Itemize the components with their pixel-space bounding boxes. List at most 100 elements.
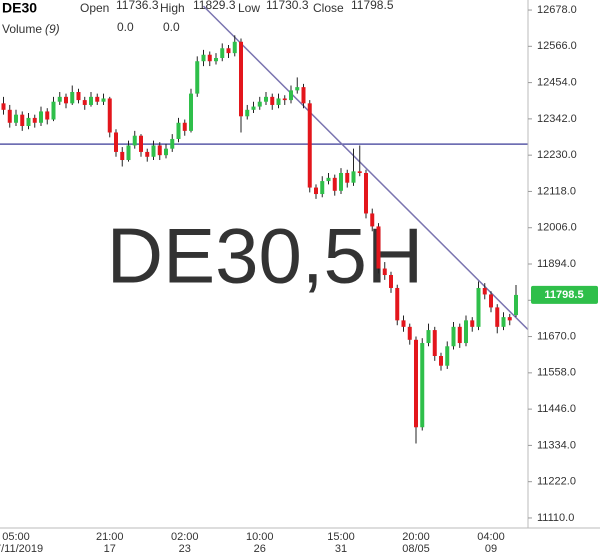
candle-body bbox=[264, 96, 268, 102]
y-tick-label: 12342.0 bbox=[537, 113, 577, 125]
candle-body bbox=[1, 103, 6, 110]
x-tick-label: 02:00 bbox=[171, 531, 199, 543]
y-tick-label: 11110.0 bbox=[537, 512, 574, 524]
candle-body bbox=[70, 91, 75, 104]
candle-body bbox=[195, 61, 200, 94]
candle-body bbox=[114, 132, 118, 152]
candle-body bbox=[139, 135, 143, 152]
x-tick-label: 15:00 bbox=[327, 531, 355, 543]
x-tick-label: 21:00 bbox=[96, 531, 124, 543]
watermark: DE30,5H bbox=[107, 212, 424, 300]
candle-body bbox=[20, 114, 25, 127]
candle-body bbox=[326, 177, 331, 182]
candle-body bbox=[307, 103, 312, 188]
candle-body bbox=[95, 96, 100, 102]
candle-body bbox=[407, 326, 412, 340]
y-tick-label: 12678.0 bbox=[537, 4, 577, 16]
candle-body bbox=[364, 172, 368, 214]
y-tick-label: 12006.0 bbox=[537, 222, 577, 234]
candle-body bbox=[14, 114, 18, 123]
candle-body bbox=[457, 326, 462, 344]
x-tick-date: 31 bbox=[335, 543, 347, 555]
candle-body bbox=[226, 48, 231, 54]
candle-body bbox=[39, 111, 43, 123]
candle-body bbox=[189, 93, 193, 131]
candle-body bbox=[64, 96, 68, 104]
high-value: 11829.3 bbox=[193, 0, 236, 12]
y-tick-label: 12230.0 bbox=[537, 149, 577, 161]
candle-body bbox=[495, 307, 500, 327]
candle-body bbox=[376, 226, 381, 269]
candle-body bbox=[395, 287, 400, 321]
candle-body bbox=[232, 41, 237, 54]
candle-body bbox=[26, 117, 31, 127]
y-tick-label: 12118.0 bbox=[537, 185, 576, 197]
candle-body bbox=[82, 100, 87, 105]
symbol: DE30 bbox=[2, 0, 37, 16]
candle-body bbox=[120, 151, 125, 161]
candle-body bbox=[220, 48, 225, 58]
candle-body bbox=[270, 96, 275, 105]
y-tick-label: 11334.0 bbox=[537, 439, 576, 451]
y-tick-label: 11894.0 bbox=[537, 258, 576, 270]
volume-value: 0.0 bbox=[163, 20, 180, 34]
candle-body bbox=[145, 151, 150, 157]
candle-body bbox=[339, 172, 343, 191]
x-tick-date: 07/11/2019 bbox=[0, 543, 43, 555]
candle-body bbox=[89, 96, 93, 105]
volume-period: (9) bbox=[45, 22, 60, 36]
candle-body bbox=[151, 145, 156, 157]
x-tick-label: 20:00 bbox=[402, 531, 430, 543]
low-label: Low bbox=[238, 1, 260, 15]
candle-body bbox=[426, 330, 431, 344]
candle-body bbox=[107, 98, 112, 133]
candle-body bbox=[276, 98, 281, 105]
candle-body bbox=[57, 96, 62, 102]
volume-value: 0.0 bbox=[117, 20, 134, 34]
candle-body bbox=[76, 91, 81, 101]
candle-body bbox=[32, 117, 37, 123]
candle-body bbox=[451, 326, 456, 347]
price-tag-label: 11798.5 bbox=[544, 289, 583, 301]
volume-label: Volume bbox=[2, 22, 42, 36]
candle-body bbox=[507, 317, 512, 321]
y-tick-label: 11222.0 bbox=[537, 476, 576, 488]
candle-body bbox=[414, 339, 418, 428]
candle-body bbox=[45, 111, 50, 120]
candle-body bbox=[282, 98, 287, 101]
candle-body bbox=[176, 122, 181, 139]
close-value: 11798.5 bbox=[351, 0, 394, 12]
candle-body bbox=[389, 275, 393, 288]
candle-body bbox=[170, 138, 175, 149]
candle-body bbox=[432, 330, 437, 356]
trend-line bbox=[202, 5, 528, 331]
candle-body bbox=[201, 54, 206, 62]
x-tick-label: 10:00 bbox=[246, 531, 274, 543]
candle-body bbox=[476, 287, 481, 327]
low-value: 11730.3 bbox=[266, 0, 309, 12]
candle-body bbox=[164, 148, 168, 156]
candle-body bbox=[420, 343, 425, 428]
plot-area bbox=[0, 5, 528, 444]
candle-body bbox=[132, 135, 137, 146]
x-tick-date: 26 bbox=[254, 543, 266, 555]
candle-body bbox=[320, 181, 325, 195]
candle-body bbox=[101, 98, 106, 102]
y-tick-label: 11558.0 bbox=[537, 367, 576, 379]
candle-body bbox=[351, 171, 356, 183]
x-tick-label: 05:00 bbox=[2, 531, 30, 543]
y-tick-label: 11670.0 bbox=[537, 330, 576, 342]
x-tick-label: 04:00 bbox=[477, 531, 505, 543]
candle-body bbox=[251, 106, 256, 110]
high-label: High bbox=[160, 1, 185, 15]
open-label: Open bbox=[80, 1, 109, 15]
candle-body bbox=[295, 87, 300, 91]
y-tick-label: 11446.0 bbox=[537, 403, 576, 415]
candle-body bbox=[289, 90, 293, 101]
candle-body bbox=[207, 54, 212, 62]
x-tick-date: 17 bbox=[104, 543, 116, 555]
candle-body bbox=[482, 287, 487, 295]
candle-body bbox=[239, 41, 243, 117]
candle-body bbox=[126, 145, 131, 161]
